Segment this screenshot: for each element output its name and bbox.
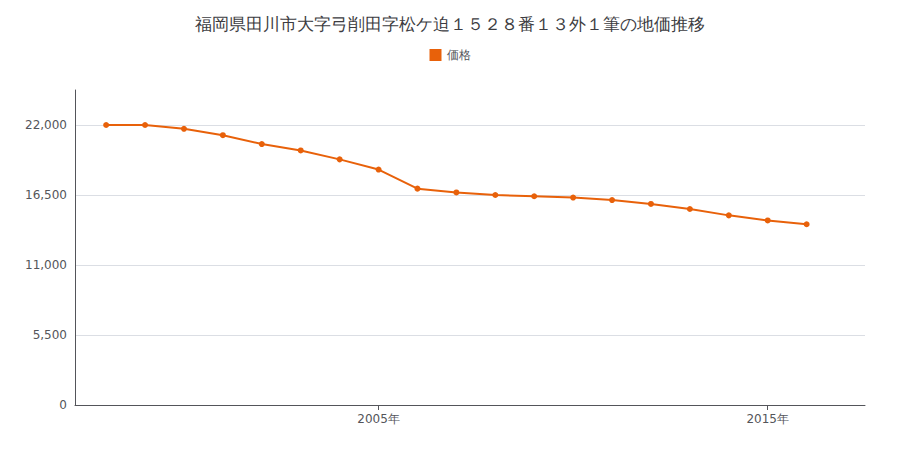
svg-text:22,000: 22,000	[25, 118, 67, 132]
svg-text:11,000: 11,000	[25, 258, 67, 272]
svg-text:5,500: 5,500	[33, 328, 67, 342]
svg-text:2005年: 2005年	[357, 412, 400, 426]
svg-text:2015年: 2015年	[746, 412, 789, 426]
svg-text:16,500: 16,500	[25, 188, 67, 202]
svg-text:福岡県田川市大字弓削田字松ケ迫１５２８番１３外１筆の地価推移: 福岡県田川市大字弓削田字松ケ迫１５２８番１３外１筆の地価推移	[195, 14, 705, 34]
svg-text:価格: 価格	[447, 48, 471, 62]
svg-text:0: 0	[59, 398, 67, 412]
